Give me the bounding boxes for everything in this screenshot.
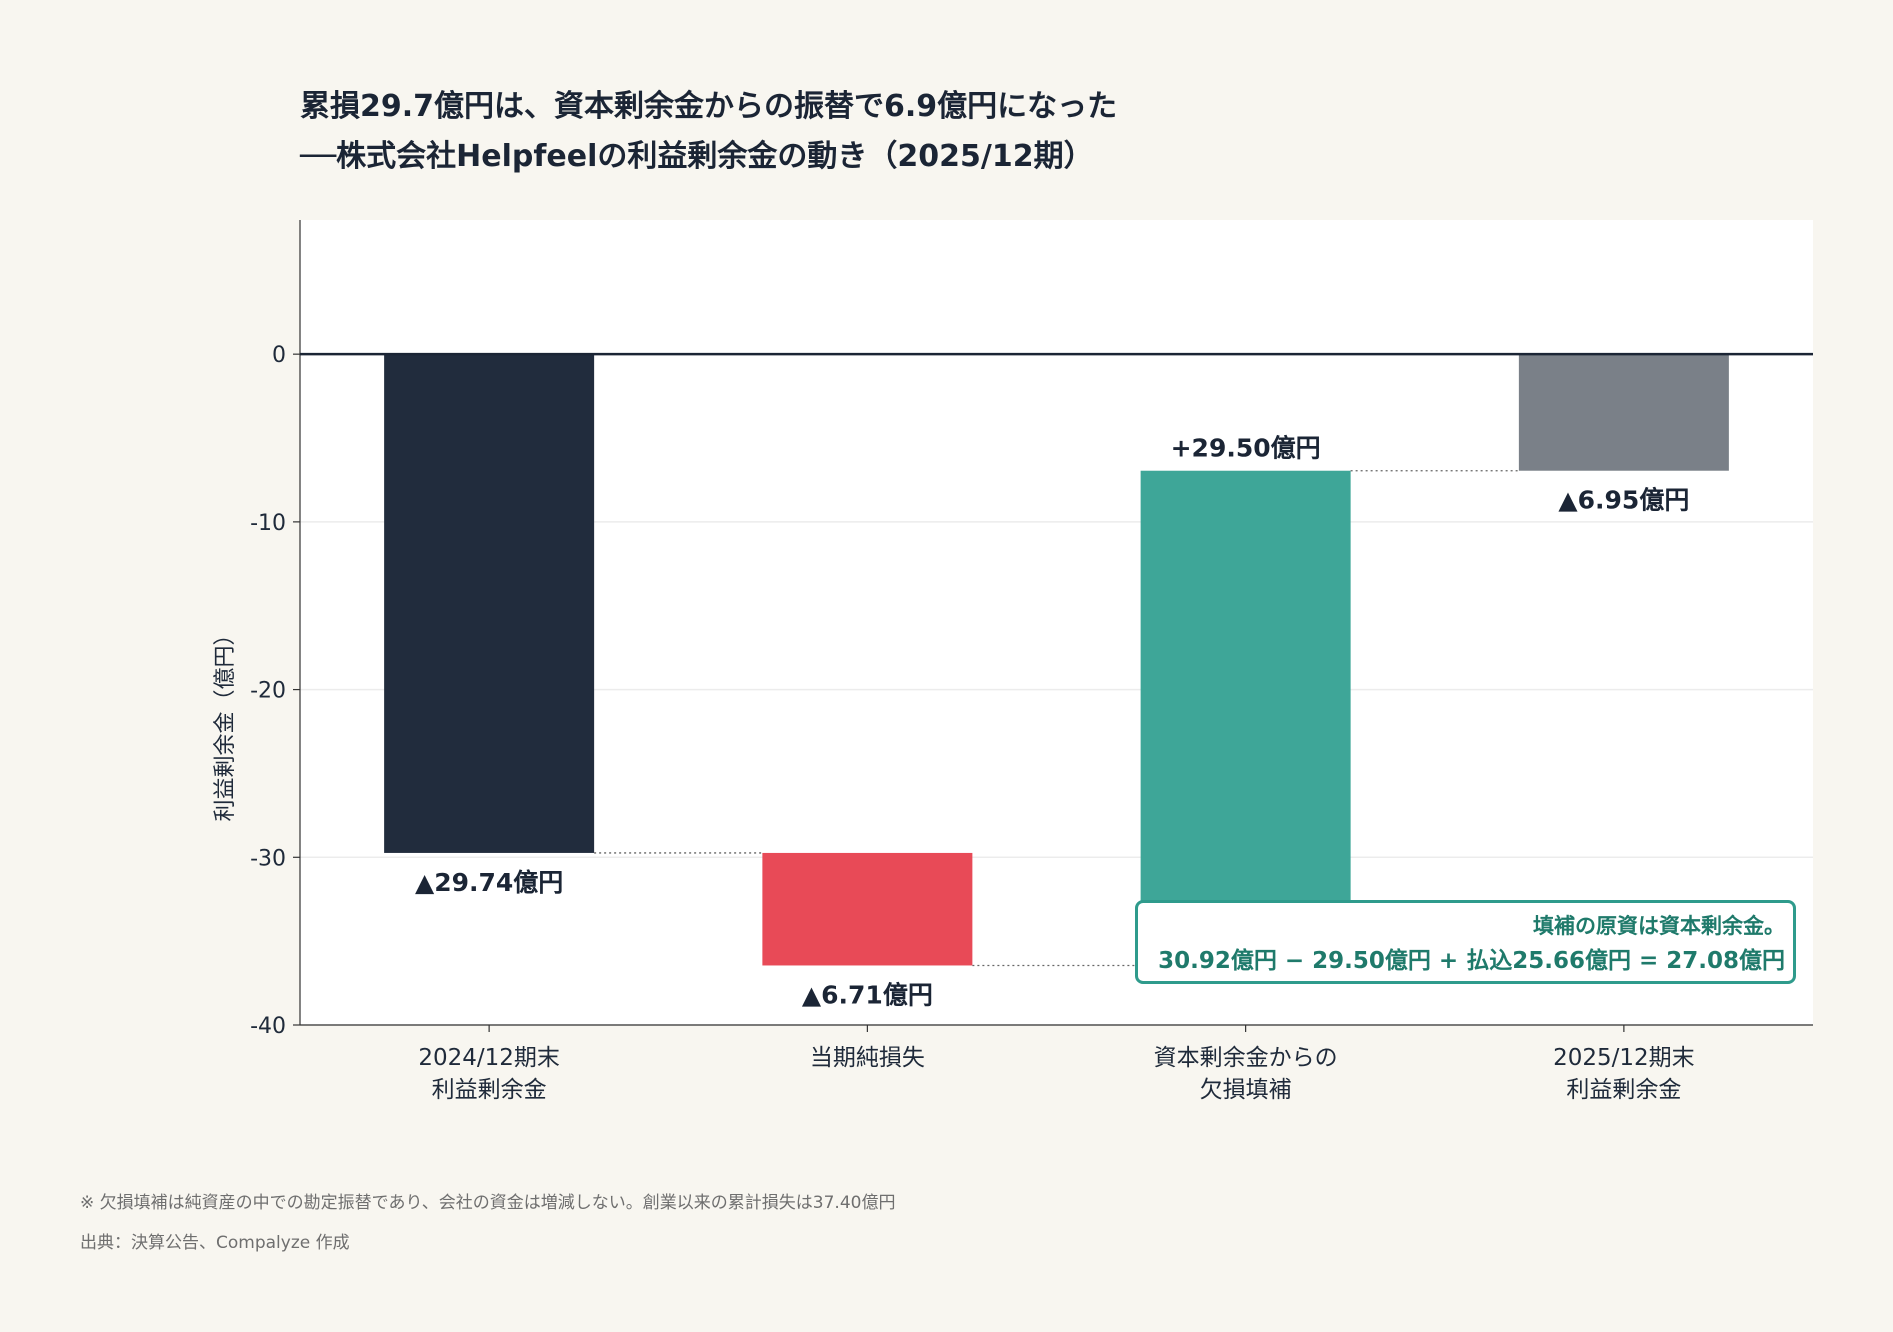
- annotation-box: 填補の原資は資本剰余金。 30.92億円 − 29.50億円 + 払込25.66…: [1135, 900, 1796, 984]
- x-tick-label: 2024/12期末利益剰余金: [418, 1045, 560, 1103]
- y-axis-label: 利益剰余金（億円）: [213, 623, 238, 821]
- bar-label-2: ▲6.71億円: [802, 980, 933, 1009]
- annotation-line1: 填補の原資は資本剰余金。: [1533, 914, 1785, 938]
- bar-4: [1518, 354, 1729, 471]
- x-tick-label: 2025/12期末利益剰余金: [1553, 1045, 1695, 1103]
- x-tick-label: 当期純損失: [810, 1045, 925, 1071]
- bar-2: [762, 852, 973, 966]
- bar-label-3: +29.50億円: [1171, 434, 1321, 463]
- annotation-line2: 30.92億円 − 29.50億円 + 払込25.66億円 = 27.08億円: [1158, 948, 1785, 974]
- bar-3: [1140, 470, 1351, 966]
- chart-title-line2: ──株式会社Helpfeelの利益剰余金の動き（2025/12期）: [300, 139, 1094, 174]
- y-tick-label: -40: [250, 1014, 286, 1039]
- bar-label-4: ▲6.95億円: [1558, 486, 1689, 515]
- chart-title-line1: 累損29.7億円は、資本剰余金からの振替で6.9億円になった: [300, 89, 1118, 124]
- bar-label-1: ▲29.74億円: [415, 868, 563, 897]
- y-tick-label: -10: [250, 511, 286, 536]
- y-tick-label: -20: [250, 679, 286, 704]
- footnote: ※ 欠損填補は純資産の中での勘定振替であり、会社の資金は増減しない。創業以来の累…: [80, 1193, 896, 1213]
- chart-title: 累損29.7億円は、資本剰余金からの振替で6.9億円になった ──株式会社Hel…: [300, 82, 1117, 182]
- y-tick-label: -30: [250, 846, 286, 871]
- bar-1: [384, 354, 595, 853]
- x-tick-label: 資本剰余金からの欠損填補: [1154, 1045, 1338, 1103]
- y-tick-label: 0: [272, 343, 286, 368]
- source-note: 出典：決算公告、Compalyze 作成: [80, 1233, 350, 1253]
